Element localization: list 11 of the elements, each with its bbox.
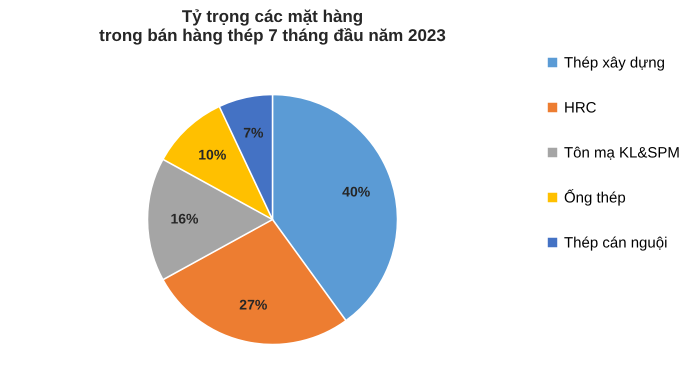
data-label: 7% <box>243 124 264 141</box>
legend-label: Ống thép <box>564 188 626 206</box>
data-label: 40% <box>342 183 371 200</box>
legend-label: Thép cán nguội <box>564 234 668 252</box>
legend-label: Tôn mạ KL&SPM <box>564 144 680 162</box>
chart-title: Tỷ trọng các mặt hàng trong bán hàng thép 7 tháng đầu năm 2023 <box>99 7 446 45</box>
legend-label: Thép xây dựng <box>564 54 665 72</box>
legend-label: HRC <box>564 100 597 116</box>
data-label: 16% <box>170 210 200 226</box>
data-label: 27% <box>239 296 268 312</box>
data-label: 10% <box>198 146 227 162</box>
